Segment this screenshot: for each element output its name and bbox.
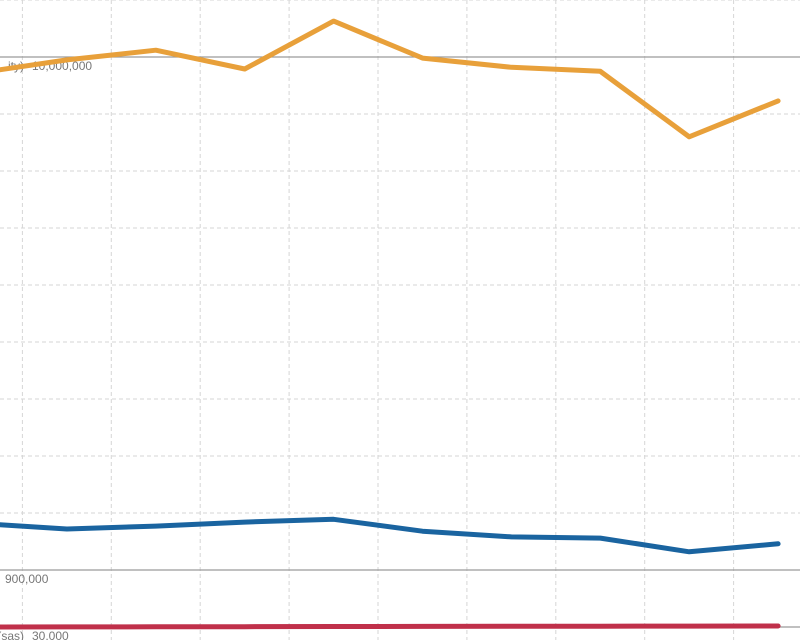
series-line	[0, 623, 781, 630]
series-prefix: (sas)	[0, 629, 24, 640]
series-line	[0, 18, 781, 140]
reference-label: 30,000	[32, 629, 69, 640]
reference-label: 900,000	[5, 572, 49, 586]
series-line	[0, 516, 781, 555]
